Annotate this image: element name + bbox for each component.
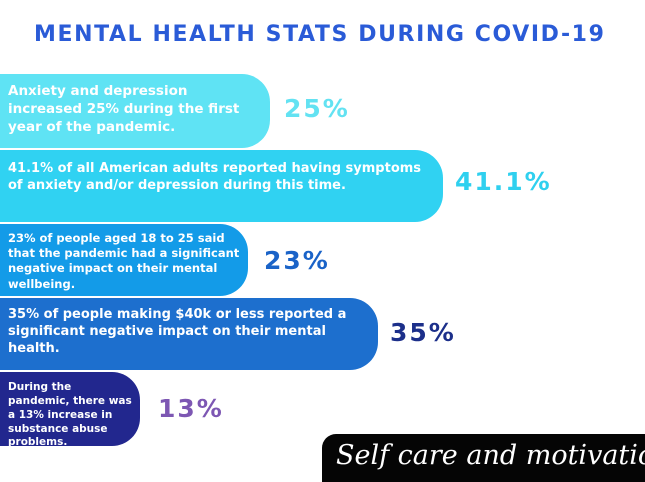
stat-bar-5-text: During the pandemic, there was a 13% inc… xyxy=(8,381,132,446)
page-title: MENTAL HEALTH STATS DURING COVID-19 xyxy=(34,22,606,47)
stat-value-5: 13% xyxy=(158,394,224,423)
stat-bar-4: 35% of people making $40k or less report… xyxy=(0,298,378,370)
stat-bar-3: 23% of people aged 18 to 25 said that th… xyxy=(0,224,248,296)
stat-bar-1: Anxiety and depression increased 25% dur… xyxy=(0,74,270,148)
footer-text: Self care and motivation xyxy=(336,440,645,471)
stat-bar-1-text: Anxiety and depression increased 25% dur… xyxy=(8,83,240,135)
stat-value-2: 41.1% xyxy=(455,167,552,196)
stat-bar-2: 41.1% of all American adults reported ha… xyxy=(0,150,443,222)
stat-bar-3-text: 23% of people aged 18 to 25 said that th… xyxy=(8,231,240,291)
footer-badge: Self care and motivation xyxy=(322,434,645,482)
stat-bar-2-text: 41.1% of all American adults reported ha… xyxy=(8,161,422,194)
stat-bar-5: During the pandemic, there was a 13% inc… xyxy=(0,372,140,446)
stat-value-1: 25% xyxy=(284,94,350,123)
stat-value-3: 23% xyxy=(264,246,330,275)
stat-bar-4-text: 35% of people making $40k or less report… xyxy=(8,307,347,357)
stat-value-4: 35% xyxy=(390,318,456,347)
